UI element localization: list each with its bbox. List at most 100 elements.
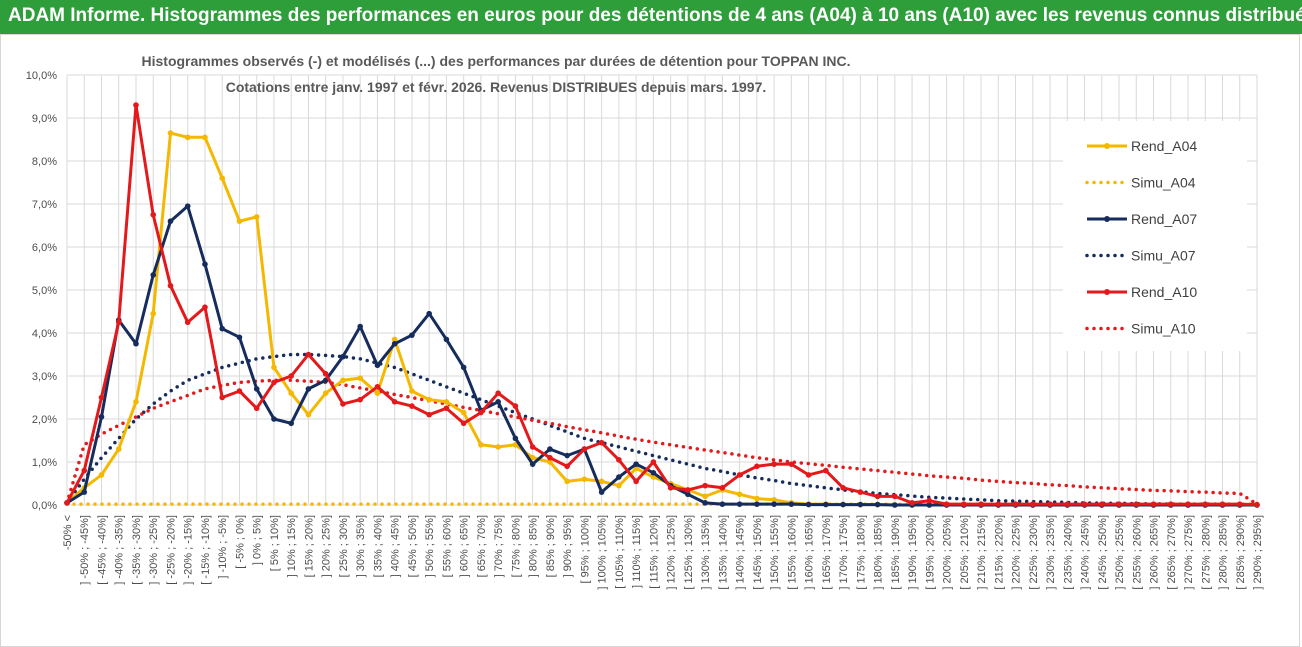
data-point — [564, 463, 570, 470]
data-point — [754, 495, 760, 502]
data-point — [633, 465, 639, 472]
x-tick-label: [ 5% ; 10%] — [269, 515, 281, 571]
y-tick-label: 3,0% — [32, 371, 57, 383]
data-point — [771, 497, 777, 503]
data-point — [736, 472, 743, 478]
x-tick-label: [ 195% ; 200%] — [924, 515, 936, 590]
data-point — [788, 501, 795, 507]
x-tick-label: ] 270% ; 275%] — [1183, 515, 1195, 590]
x-tick-label: [ 105% ; 110%] — [614, 515, 626, 589]
y-tick-label: 9,0% — [32, 113, 57, 125]
x-tick-label: ] 180% ; 185%] — [873, 515, 885, 590]
data-point — [754, 501, 760, 507]
data-point — [167, 282, 174, 289]
data-point — [253, 214, 260, 220]
data-point — [167, 130, 174, 136]
data-point — [374, 390, 381, 397]
x-tick-label: [ 65% ; 70%] — [476, 515, 488, 577]
data-point — [288, 373, 295, 379]
data-point — [426, 396, 432, 403]
x-tick-label: ] 170% ; 175%] — [838, 515, 850, 590]
data-point — [391, 340, 398, 347]
data-point — [391, 399, 398, 405]
data-point — [1202, 501, 1209, 507]
y-tick-label: 8,0% — [32, 156, 57, 168]
data-point — [184, 319, 191, 326]
x-tick-label: ] -30% ; -25%] — [148, 515, 160, 585]
data-point — [771, 501, 777, 507]
data-point — [460, 420, 467, 427]
y-axis-ticks: 0,0% 1,0% 2,0% 3,0% 4,0% 5,0% 6,0% 7,0% 8,0% 9,0%… — [26, 70, 57, 512]
x-tick-label: [ 145% ; 150%] — [752, 515, 764, 590]
data-point — [305, 411, 312, 418]
data-point — [857, 489, 864, 495]
x-tick-label: ] 190% ; 195%] — [907, 515, 919, 590]
x-tick-label: ] 80% ; 85%] — [528, 515, 540, 577]
x-tick-label: [ 155% ; 160%] — [786, 515, 798, 590]
data-point — [633, 461, 639, 467]
data-point — [133, 102, 139, 108]
data-point — [202, 134, 208, 141]
data-point — [685, 491, 691, 498]
x-tick-label: ] 140% ; 145%] — [735, 515, 747, 590]
x-tick-label: [ 35% ; 40%] — [372, 515, 384, 577]
data-point — [1098, 501, 1105, 507]
data-point — [1185, 501, 1191, 507]
y-tick-label: 0,0% — [32, 500, 57, 512]
x-tick-label: [ 45% ; 50%] — [407, 515, 419, 577]
data-point — [426, 411, 432, 418]
data-point — [547, 459, 553, 465]
data-point — [598, 439, 605, 446]
data-point — [271, 379, 277, 386]
data-point — [202, 261, 208, 267]
x-tick-label: ] 250% ; 255%] — [1114, 515, 1126, 590]
data-point — [426, 310, 432, 317]
legend: Rend_A04 Simu_A04 Rend_A07 Simu_A07 Rend_A10… — [1063, 121, 1247, 351]
data-point — [374, 362, 381, 369]
data-point — [150, 211, 157, 218]
data-point — [874, 501, 881, 508]
data-point — [840, 485, 846, 491]
data-point — [581, 476, 588, 483]
data-point — [805, 472, 812, 478]
x-tick-label: ] 90% ; 95%] — [562, 515, 574, 577]
data-point — [736, 491, 743, 498]
data-point — [184, 203, 191, 209]
data-point — [133, 340, 139, 347]
data-point — [840, 501, 846, 508]
legend-marker — [1104, 143, 1110, 149]
legend-label: Rend_A10 — [1131, 284, 1197, 300]
data-point — [133, 399, 139, 405]
data-point — [564, 478, 570, 485]
data-point — [253, 405, 260, 412]
data-point — [961, 501, 967, 507]
data-point — [529, 454, 536, 461]
data-point — [892, 493, 898, 500]
x-tick-label: [ 95% ; 100%] — [579, 515, 591, 584]
data-point — [702, 500, 708, 506]
data-point — [1254, 501, 1260, 508]
legend-label: Simu_A10 — [1131, 321, 1196, 337]
data-point — [236, 388, 243, 394]
x-tick-label: ] 110% ; 115%] — [631, 515, 643, 588]
data-point — [81, 467, 88, 474]
data-point — [253, 386, 260, 392]
x-tick-label: [ 185% ; 190%] — [890, 515, 902, 590]
x-tick-label: ] 240% ; 245%] — [1080, 515, 1092, 590]
y-tick-label: 1,0% — [32, 457, 57, 469]
data-point — [305, 386, 312, 392]
data-point — [150, 310, 157, 317]
x-tick-label: ] 40% ; 45%] — [390, 515, 402, 577]
x-tick-label: [ 25% ; 30%] — [338, 515, 350, 577]
data-point — [598, 478, 605, 485]
data-point — [995, 501, 1002, 507]
x-tick-label: [ 275% ; 280%] — [1200, 515, 1212, 590]
x-tick-label: [ 235% ; 240%] — [1062, 515, 1074, 590]
data-point — [943, 501, 950, 507]
data-point — [771, 461, 777, 467]
data-point — [1029, 501, 1036, 507]
x-tick-label: [ -35% ; -30%] — [131, 515, 143, 585]
data-point — [219, 175, 226, 181]
data-point — [271, 364, 277, 371]
data-point — [409, 388, 415, 394]
